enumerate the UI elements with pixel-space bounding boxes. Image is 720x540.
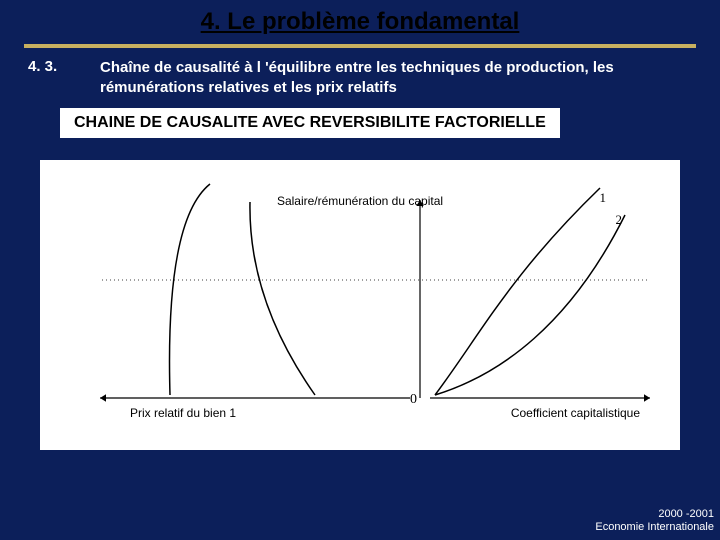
- curves: [170, 184, 626, 395]
- section-number: 4. 3.: [28, 58, 57, 75]
- causality-banner: CHAINE DE CAUSALITE AVEC REVERSIBILITE F…: [60, 108, 560, 138]
- footer-course: Economie Internationale: [595, 521, 714, 534]
- slide-title: 4. Le problème fondamental: [0, 8, 720, 36]
- footer-year: 2000 -2001: [595, 508, 714, 521]
- footer: 2000 -2001 Economie Internationale: [595, 508, 714, 534]
- label-curve-1: 1: [600, 190, 607, 206]
- label-x-right: Coefficient capitalistique: [511, 406, 640, 420]
- subtitle: Chaîne de causalité à l 'équilibre entre…: [100, 58, 690, 97]
- label-y-axis: Salaire/rémunération du capital: [40, 194, 680, 208]
- label-x-left: Prix relatif du bien 1: [130, 406, 236, 420]
- label-curve-2: 2: [616, 212, 623, 228]
- causality-diagram: Salaire/rémunération du capital Prix rel…: [40, 160, 680, 450]
- axes: [100, 200, 650, 402]
- label-origin: 0: [410, 392, 417, 408]
- accent-bar: [24, 44, 696, 48]
